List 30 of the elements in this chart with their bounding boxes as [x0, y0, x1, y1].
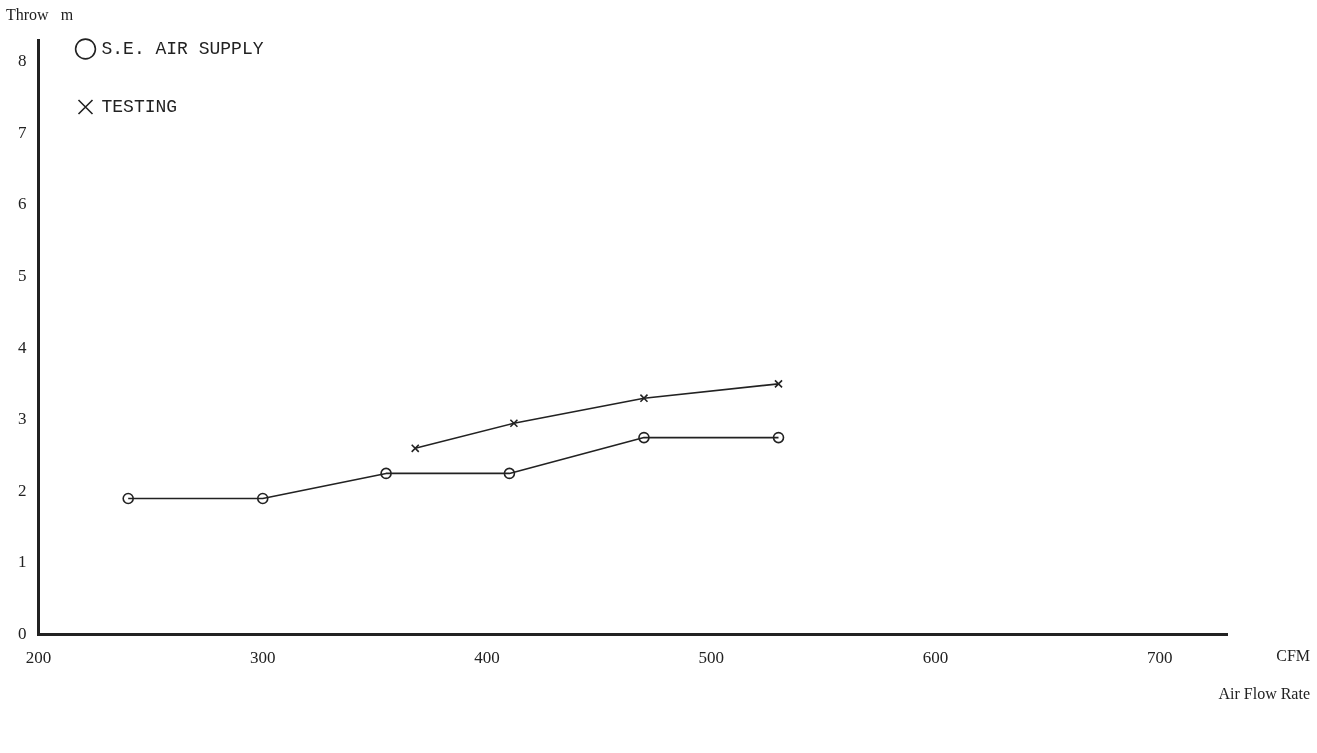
- x-tick-label: 600: [922, 648, 949, 668]
- x-axis-title: Air Flow Rate: [1218, 684, 1310, 702]
- point: [380, 467, 392, 480]
- point: [639, 393, 649, 403]
- y-tick-label: 6: [18, 194, 27, 214]
- y-tick-label: 1: [18, 552, 27, 572]
- y-tick-label: 3: [18, 409, 27, 429]
- y-tick-label: 4: [18, 337, 27, 357]
- text: CFM: [1276, 646, 1310, 664]
- x-tick-label: 500: [698, 648, 724, 668]
- y-tick-label: 5: [18, 265, 27, 285]
- y-tick-label: 2: [18, 480, 27, 500]
- point: [410, 444, 420, 453]
- legend-label: TESTING: [101, 96, 178, 117]
- y-tick-label: 7: [18, 122, 27, 142]
- point: [256, 492, 269, 505]
- x-tick-label: 700: [1146, 648, 1173, 668]
- point: [772, 431, 785, 444]
- x-tick-label: 200: [25, 648, 52, 668]
- y-tick-label: 8: [18, 50, 27, 70]
- legend-label: S.E. AIR SUPPLY: [101, 38, 264, 59]
- point: [503, 467, 516, 480]
- y-axis-title: Throw m: [6, 6, 74, 24]
- x-tick-label: 300: [250, 648, 276, 668]
- point: [774, 379, 783, 389]
- point: [638, 431, 650, 444]
- y-tick-label: 0: [18, 624, 27, 644]
- x-tick-label: 400: [474, 648, 500, 668]
- point: [122, 492, 134, 505]
- point: [509, 418, 519, 428]
